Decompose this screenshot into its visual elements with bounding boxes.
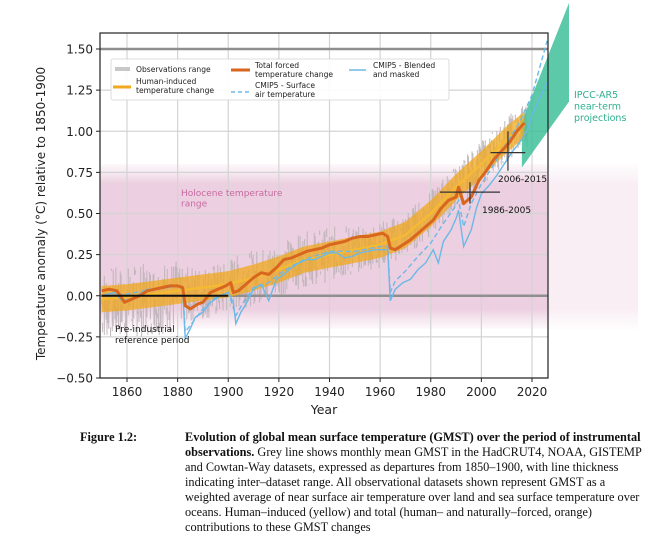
x-tick-label: 1860 — [112, 385, 143, 399]
x-tick-label: 1920 — [264, 385, 295, 399]
y-tick-label: 0.50 — [66, 207, 93, 221]
y-tick-label: −0.25 — [56, 330, 93, 344]
projection-label: IPCC-AR5 — [574, 90, 618, 101]
legend-label-observations: Observations range — [136, 65, 211, 74]
y-axis-label: Temperature anomaly (°C) relative to 185… — [34, 67, 48, 361]
figure-caption: Figure 1.2: Evolution of global mean sur… — [80, 430, 645, 535]
label-1986-2005: 1986-2005 — [482, 206, 531, 216]
caption-title: Evolution of global mean surface tempera… — [185, 430, 641, 459]
y-tick-label: 1.50 — [66, 43, 93, 57]
x-tick-label: 1980 — [415, 385, 446, 399]
x-tick-label: 1880 — [162, 385, 193, 399]
series — [101, 40, 548, 342]
y-tick-label: 1.25 — [66, 84, 93, 98]
legend: Observations rangeHuman-inducedtemperatu… — [110, 58, 450, 101]
legend-label-cmip5-surface: air temperature — [255, 90, 315, 99]
y-tick-label: −0.50 — [56, 372, 93, 386]
legend-label-human-induced: Human-induced — [136, 77, 197, 86]
label-2006-2015: 2006-2015 — [498, 175, 547, 185]
projection-label: projections — [574, 113, 626, 124]
x-axis-label: Year — [310, 402, 338, 417]
plot-frame — [99, 32, 549, 379]
figure-label: Figure 1.2: — [80, 430, 138, 444]
holocene-label: range — [181, 200, 208, 210]
x-tick-label: 2000 — [466, 385, 497, 399]
y-tick-label: 0.00 — [66, 289, 93, 303]
y-tick-label: 0.25 — [66, 248, 93, 262]
human-induced-line — [101, 123, 526, 301]
x-tick-label: 1900 — [213, 385, 244, 399]
legend-label-cmip5-blended: CMIP5 - Blended — [373, 61, 435, 70]
legend-swatch-observations — [115, 67, 130, 71]
caption-text: Evolution of global mean surface tempera… — [185, 430, 645, 535]
y-tick-label: 1.00 — [66, 125, 93, 139]
x-tick-label: 1960 — [365, 385, 396, 399]
caption-body: Grey line shows monthly mean GMST in the… — [185, 445, 642, 534]
pre-industrial-label: reference period — [115, 336, 190, 346]
cmip5-blended-line — [101, 81, 548, 342]
legend-label-total-forced: temperature change — [255, 70, 333, 79]
legend-label-cmip5-blended: and masked — [373, 70, 420, 79]
legend-label-cmip5-surface: CMIP5 - Surface — [255, 81, 315, 90]
y-tick-label: 0.75 — [66, 166, 93, 180]
holocene-label: Holocene temperature — [181, 189, 283, 199]
holocene-band-extension — [548, 164, 638, 329]
legend-label-total-forced: Total forced — [254, 61, 299, 70]
x-tick-label: 1940 — [314, 385, 345, 399]
axes: −0.50 −0.25 0.00 0.25 0.50 0.75 1.00 1.25 1.50 18… — [34, 32, 549, 417]
pre-industrial-label: Pre-industrial — [115, 325, 175, 335]
projection-label: near-term — [574, 102, 621, 113]
total-forced-line — [101, 122, 526, 311]
legend-label-human-induced: temperature change — [136, 86, 214, 95]
x-tick-label: 2020 — [517, 385, 548, 399]
